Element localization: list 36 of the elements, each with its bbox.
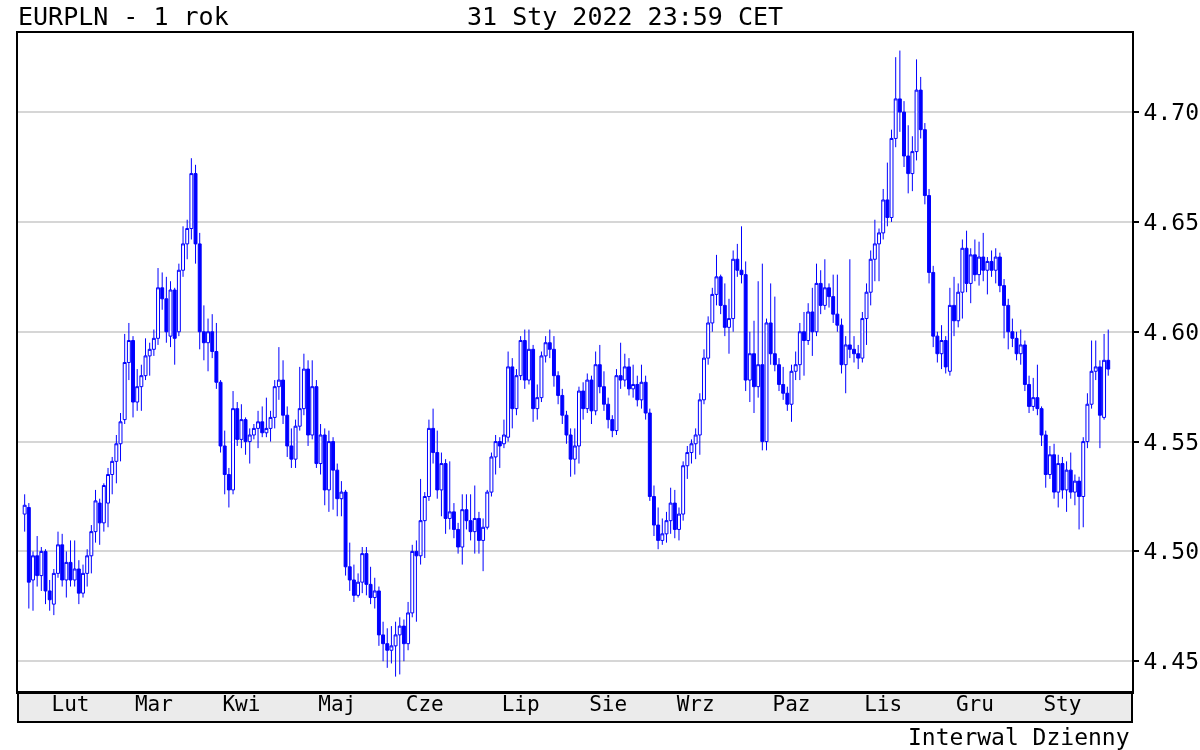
x-tick-label: Lut [51,692,90,717]
chart-title: EURPLN - 1 rok [18,1,229,31]
x-tick-label: Paz [772,692,811,717]
text: Interwal Dzienny [908,724,1130,750]
candlestick [760,263,765,451]
candlestick [397,616,402,675]
candlestick [522,329,527,390]
x-tick-label: Gru [955,692,994,717]
x-tick-label: Cze [405,692,444,717]
y-tick-label: 4.45 [1143,648,1199,675]
candlestick [326,430,331,513]
x-tick-label: Kwi [222,692,261,717]
y-tick-label: 4.60 [1143,318,1199,345]
x-tick-label: Sie [589,692,628,717]
candlestick [393,621,398,678]
x-tick-label: Maj [318,692,357,717]
candlestick [460,493,465,566]
candlestick [360,546,365,594]
candlestick [164,276,169,344]
candlestick [472,485,477,555]
x-tick-label: Lip [501,692,540,717]
candlestick [256,410,261,449]
x-tick-label: Wrz [676,692,715,717]
chart-subtitle: 31 Sty 2022 23:59 CET [467,2,784,31]
candlestick [939,324,944,370]
x-tick-label: Sty [1043,692,1082,717]
candlestick [822,258,827,311]
y-tick-label: 4.50 [1143,538,1199,565]
candlestick [627,357,631,396]
y-tick-label: 4.55 [1143,428,1199,455]
x-tick-label: Lis [864,692,903,717]
y-tick-label: 4.65 [1143,208,1199,235]
y-tick-label: 4.70 [1143,99,1199,126]
candlestick [672,489,677,539]
x-tick-label: Mar [134,692,173,717]
candlestick [264,397,269,438]
